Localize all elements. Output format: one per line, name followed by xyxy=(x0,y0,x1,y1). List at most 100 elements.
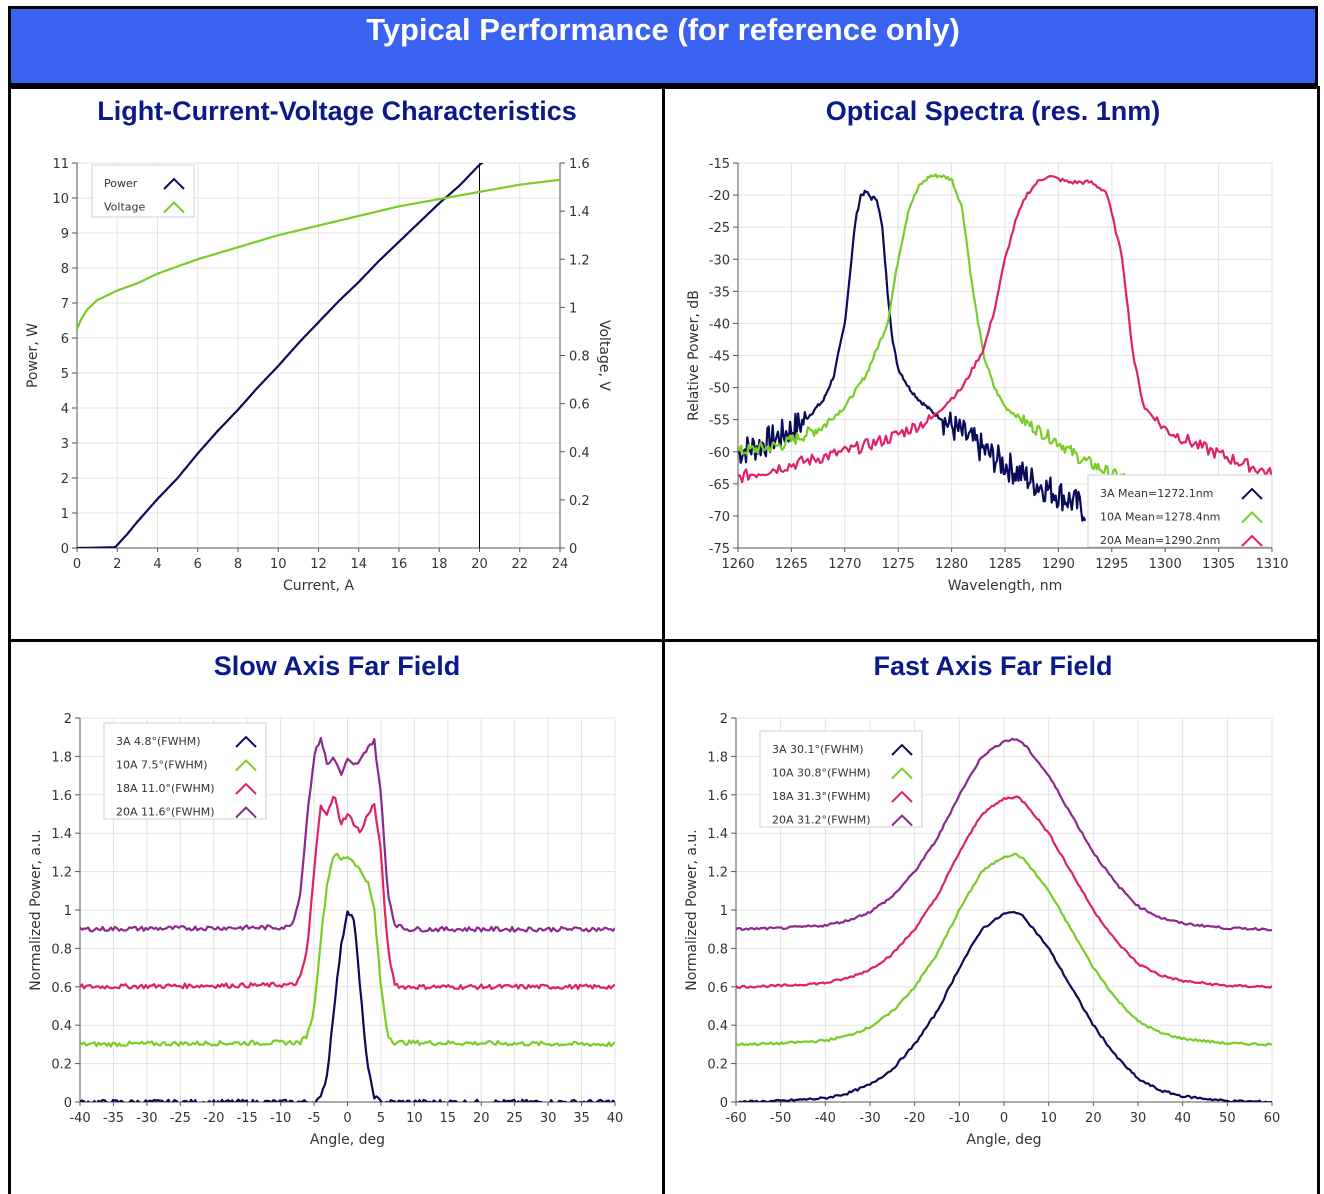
fast-xtick-label: -20 xyxy=(904,1111,925,1126)
liv-ytick-label: 11 xyxy=(52,157,69,172)
fast-axis-title: Fast Axis Far Field xyxy=(873,651,1113,681)
liv-xtick-label: 0 xyxy=(73,557,81,572)
spectra-series-line-0 xyxy=(738,189,1087,522)
spectra-ytick-label: -60 xyxy=(709,446,730,461)
spectra-ytick-label: -70 xyxy=(709,510,730,525)
slow-xtick-label: 0 xyxy=(343,1111,351,1126)
liv-xtick-label: 24 xyxy=(552,557,569,572)
slow-legend-swatch xyxy=(235,782,257,795)
slow-ytick-label: 1.6 xyxy=(51,789,72,804)
liv-legend-box xyxy=(91,164,195,218)
fast-ytick-label: 1 xyxy=(720,904,728,919)
slow-ytick-label: 2 xyxy=(64,712,72,727)
fast-series-line-1 xyxy=(736,852,1272,1047)
fast-series-line-2 xyxy=(736,795,1272,989)
slow-xlabel: Angle, deg xyxy=(310,1132,385,1148)
fast-legend-label: 18A 31.3°(FWHM) xyxy=(772,790,871,803)
liv-xtick-label: 14 xyxy=(350,557,367,572)
fast-ylabel: Normalized Power, a.u. xyxy=(684,829,700,990)
fast-ytick-label: 0.6 xyxy=(707,981,728,996)
liv-xtick-label: 22 xyxy=(511,557,528,572)
fast-xtick-label: -30 xyxy=(859,1111,880,1126)
slow-axis-title: Slow Axis Far Field xyxy=(213,651,461,681)
spectra-ytick-label: -55 xyxy=(709,414,730,429)
liv-ylabel: Power, W xyxy=(25,323,41,388)
spectra-xlabel: Wavelength, nm xyxy=(948,578,1062,594)
fast-ytick-label: 0.2 xyxy=(707,1058,728,1073)
spectra-ytick-label: -25 xyxy=(709,221,730,236)
fast-ytick-label: 1.8 xyxy=(707,750,728,765)
slow-xtick-label: -10 xyxy=(270,1111,291,1126)
liv-ytick-label: 3 xyxy=(61,437,69,452)
liv-ytick-label: 1 xyxy=(61,507,69,522)
spectra-ytick-label: -45 xyxy=(709,350,730,365)
spectra-ytick-label: -50 xyxy=(709,382,730,397)
liv-y2label: Voltage, V xyxy=(596,320,612,391)
liv-y2tick-label: 0 xyxy=(569,542,577,557)
liv-ytick-label: 6 xyxy=(61,332,69,347)
fast-series-line-0 xyxy=(736,911,1272,1102)
slow-ytick-label: 0.6 xyxy=(51,981,72,996)
slow-series-line-1 xyxy=(80,852,615,1048)
spectra-xtick-label: 1285 xyxy=(988,557,1021,572)
slow-legend-swatch xyxy=(235,735,257,748)
fast-series-line-3 xyxy=(736,737,1272,932)
spectra-ytick-label: -65 xyxy=(709,478,730,493)
liv-xtick-label: 20 xyxy=(471,557,488,572)
slow-xtick-label: -40 xyxy=(69,1111,90,1126)
liv-xtick-label: 2 xyxy=(113,557,121,572)
spectra-xtick-label: 1275 xyxy=(882,557,915,572)
slow-ytick-label: 0 xyxy=(64,1096,72,1111)
fast-xtick-label: -40 xyxy=(815,1111,836,1126)
liv-ytick-label: 7 xyxy=(61,297,69,312)
fast-xlabel: Angle, deg xyxy=(966,1132,1041,1148)
liv-ytick-label: 5 xyxy=(61,367,69,382)
slow-xtick-label: 10 xyxy=(406,1111,423,1126)
liv-xtick-label: 4 xyxy=(153,557,161,572)
header-banner: Typical Performance (for reference only) xyxy=(8,6,1318,86)
slow-series-line-2 xyxy=(80,795,615,991)
page-title: Typical Performance (for reference only) xyxy=(366,12,960,47)
slow-xtick-label: 35 xyxy=(573,1111,590,1126)
liv-y2tick-label: 1.2 xyxy=(569,253,590,268)
spectra-legend-swatch xyxy=(1241,487,1263,500)
liv-xtick-label: 18 xyxy=(431,557,448,572)
spectra-legend-box xyxy=(1087,474,1273,548)
spectra-legend-swatch xyxy=(1241,511,1263,524)
liv-ytick-label: 4 xyxy=(61,402,69,417)
spectra-xtick-label: 1295 xyxy=(1095,557,1128,572)
spectra-ylabel: Relative Power, dB xyxy=(686,290,702,421)
fast-xtick-label: 20 xyxy=(1085,1111,1102,1126)
slow-xtick-label: 30 xyxy=(540,1111,557,1126)
slow-legend-swatch xyxy=(235,759,257,772)
slow-xtick-label: 20 xyxy=(473,1111,490,1126)
liv-y2tick-label: 0.2 xyxy=(569,494,590,509)
slow-xtick-label: -20 xyxy=(203,1111,224,1126)
slow-series-line-0 xyxy=(80,910,615,1102)
liv-xtick-label: 12 xyxy=(310,557,327,572)
liv-xlabel: Current, A xyxy=(283,578,354,594)
liv-y2tick-label: 1 xyxy=(569,301,577,316)
fast-legend-label: 10A 30.8°(FWHM) xyxy=(772,767,871,780)
liv-ytick-label: 2 xyxy=(61,472,69,487)
spectra-xtick-label: 1310 xyxy=(1255,557,1288,572)
fast-legend-label: 3A 30.1°(FWHM) xyxy=(772,743,864,756)
spectra-legend-label: 20A Mean=1290.2nm xyxy=(1100,534,1220,547)
slow-xtick-label: -25 xyxy=(170,1111,191,1126)
spectra-legend-label: 10A Mean=1278.4nm xyxy=(1100,511,1220,524)
fast-xtick-label: 0 xyxy=(1000,1111,1008,1126)
slow-legend-label: 18A 11.0°(FWHM) xyxy=(116,782,215,795)
spectra-xtick-label: 1265 xyxy=(775,557,808,572)
slow-series-line-3 xyxy=(80,737,615,933)
slow-xtick-label: -5 xyxy=(308,1111,321,1126)
spectra-ytick-label: -15 xyxy=(709,157,730,172)
liv-xtick-label: 10 xyxy=(270,557,287,572)
slow-xtick-label: 15 xyxy=(440,1111,457,1126)
liv-legend-label: Voltage xyxy=(104,201,145,214)
liv-series-line-0 xyxy=(77,163,484,548)
spectra-ytick-label: -20 xyxy=(709,189,730,204)
spectra-xtick-label: 1270 xyxy=(828,557,861,572)
fast-xtick-label: -50 xyxy=(770,1111,791,1126)
